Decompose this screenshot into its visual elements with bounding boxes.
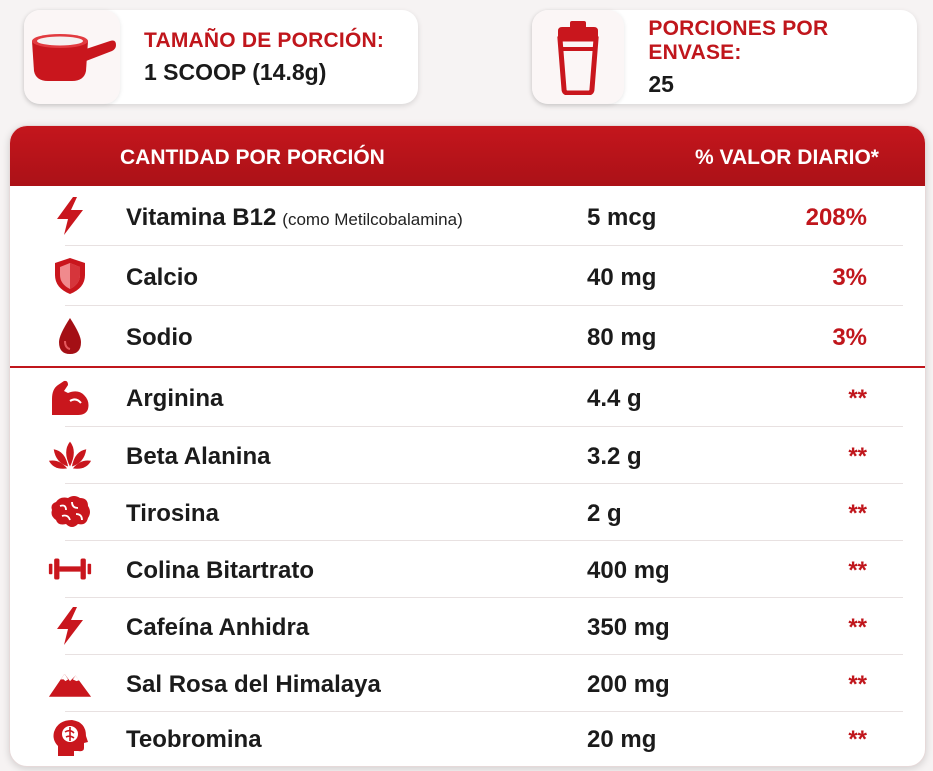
row-divider — [65, 597, 903, 598]
nutrition-table: CANTIDAD POR PORCIÓN % VALOR DIARIO* Vit… — [9, 125, 926, 767]
nutrient-daily-value: ** — [848, 671, 867, 698]
servings-per-container-value: 25 — [648, 70, 674, 97]
nutrient-daily-value: 3% — [832, 264, 867, 291]
scoop-icon-box — [24, 10, 120, 104]
nutrient-daily-value: ** — [848, 557, 867, 584]
nutrient-daily-value: ** — [848, 614, 867, 641]
dumbbell-icon — [48, 547, 92, 591]
table-row: Sal Rosa del Himalaya 200 mg ** — [10, 655, 925, 711]
section-divider — [10, 366, 925, 368]
shaker-icon — [557, 21, 599, 95]
brain-icon — [48, 490, 92, 534]
drop-icon — [48, 314, 92, 358]
shield-icon — [48, 254, 92, 298]
nutrient-amount: 4.4 g — [587, 385, 642, 412]
lightning-icon — [48, 604, 92, 648]
nutrient-daily-value: ** — [848, 385, 867, 412]
table-header: CANTIDAD POR PORCIÓN % VALOR DIARIO* — [10, 126, 925, 186]
nutrient-note: (como Metilcobalamina) — [282, 210, 463, 229]
nutrient-name: Sal Rosa del Himalaya — [126, 671, 381, 698]
shaker-icon-box — [532, 10, 625, 104]
serving-size-value: 1 SCOOP (14.8g) — [144, 58, 327, 85]
nutrient-amount: 3.2 g — [587, 443, 642, 470]
nutrient-daily-value: ** — [848, 726, 867, 753]
row-divider — [65, 426, 903, 427]
nutrient-name: Teobromina — [126, 726, 262, 753]
row-divider — [65, 540, 903, 541]
nutrient-name: Arginina — [126, 385, 224, 412]
nutrient-amount: 200 mg — [587, 671, 670, 698]
servings-per-container-card: PORCIONES POR ENVASE: 25 — [532, 10, 917, 104]
row-divider — [65, 711, 903, 712]
nutrient-name: Colina Bitartrato — [126, 557, 315, 584]
nutrient-daily-value: ** — [848, 443, 867, 470]
head-brain-icon — [48, 716, 92, 760]
nutrient-name: Calcio — [126, 264, 199, 291]
scoop-icon — [32, 34, 116, 81]
table-row: Vitamina B12 (como Metilcobalamina) 5 mcg… — [10, 186, 925, 246]
row-divider — [65, 245, 903, 246]
header-daily-value: % VALOR DIARIO* — [695, 146, 879, 169]
nutrient-name: Sodio — [126, 324, 193, 351]
nutrient-amount: 2 g — [587, 500, 622, 527]
nutrient-name: Vitamina B12 — [126, 204, 277, 231]
nutrient-daily-value: 208% — [805, 204, 867, 231]
header-amount-per-serving: CANTIDAD POR PORCIÓN — [120, 146, 385, 169]
table-row: Cafeína Anhidra 350 mg ** — [10, 598, 925, 654]
serving-size-label: TAMAÑO DE PORCIÓN: — [144, 28, 385, 52]
nutrient-amount: 20 mg — [587, 726, 657, 753]
table-row: Colina Bitartrato 400 mg ** — [10, 541, 925, 597]
row-divider — [65, 654, 903, 655]
nutrient-amount: 400 mg — [587, 557, 670, 584]
nutrient-name: Tirosina — [126, 500, 219, 527]
table-row: Calcio 40 mg 3% — [10, 246, 925, 306]
servings-per-container-label: PORCIONES POR ENVASE: — [648, 16, 829, 64]
lightning-icon — [48, 194, 92, 238]
serving-size-card: TAMAÑO DE PORCIÓN: 1 SCOOP (14.8g) — [24, 10, 418, 104]
row-divider — [65, 483, 903, 484]
nutrient-daily-value: 3% — [832, 324, 867, 351]
table-row: Beta Alanina 3.2 g ** — [10, 427, 925, 483]
row-divider — [65, 305, 903, 306]
nutrient-daily-value: ** — [848, 500, 867, 527]
nutrient-name: Beta Alanina — [126, 443, 271, 470]
mountain-icon — [48, 661, 92, 705]
nutrient-amount: 80 mg — [587, 324, 657, 351]
table-row: Tirosina 2 g ** — [10, 484, 925, 540]
table-row: Arginina 4.4 g ** — [10, 368, 925, 426]
table-row: Teobromina 20 mg ** — [10, 712, 925, 766]
muscle-arm-icon — [48, 376, 92, 420]
nutrient-amount: 40 mg — [587, 264, 657, 291]
nutrient-amount: 350 mg — [587, 614, 670, 641]
nutrient-amount: 5 mcg — [587, 204, 657, 231]
nutrient-name: Cafeína Anhidra — [126, 614, 310, 641]
lotus-icon — [48, 434, 92, 478]
table-row: Sodio 80 mg 3% — [10, 306, 925, 366]
